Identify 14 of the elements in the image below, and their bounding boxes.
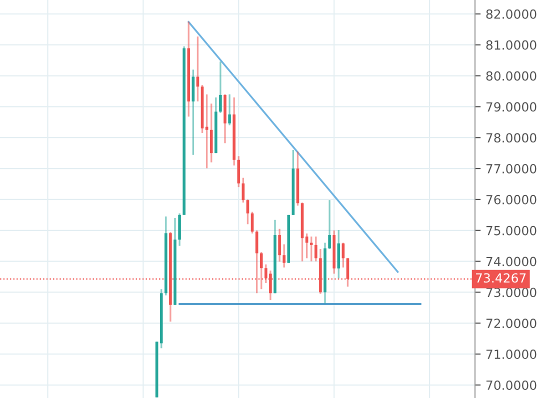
y-tick-label: 74.0000: [486, 256, 536, 266]
y-tick-label: 72.0000: [486, 318, 536, 328]
y-tick-label: 77.0000: [486, 164, 536, 174]
y-tick-label: 70.0000: [486, 380, 536, 390]
y-tick-label: 75.0000: [486, 226, 536, 236]
y-tick-label: 78.0000: [486, 133, 536, 143]
y-tick-label: 73.0000: [486, 288, 536, 298]
y-tick-label: 80.0000: [486, 71, 536, 81]
y-tick-label: 79.0000: [486, 102, 536, 112]
y-tick-label: 82.0000: [486, 9, 536, 19]
ref-line-label: 73.4267: [476, 273, 526, 283]
y-tick-label: 76.0000: [486, 194, 536, 204]
y-tick-label: 71.0000: [486, 350, 536, 360]
y-tick-label: 81.0000: [486, 40, 536, 50]
